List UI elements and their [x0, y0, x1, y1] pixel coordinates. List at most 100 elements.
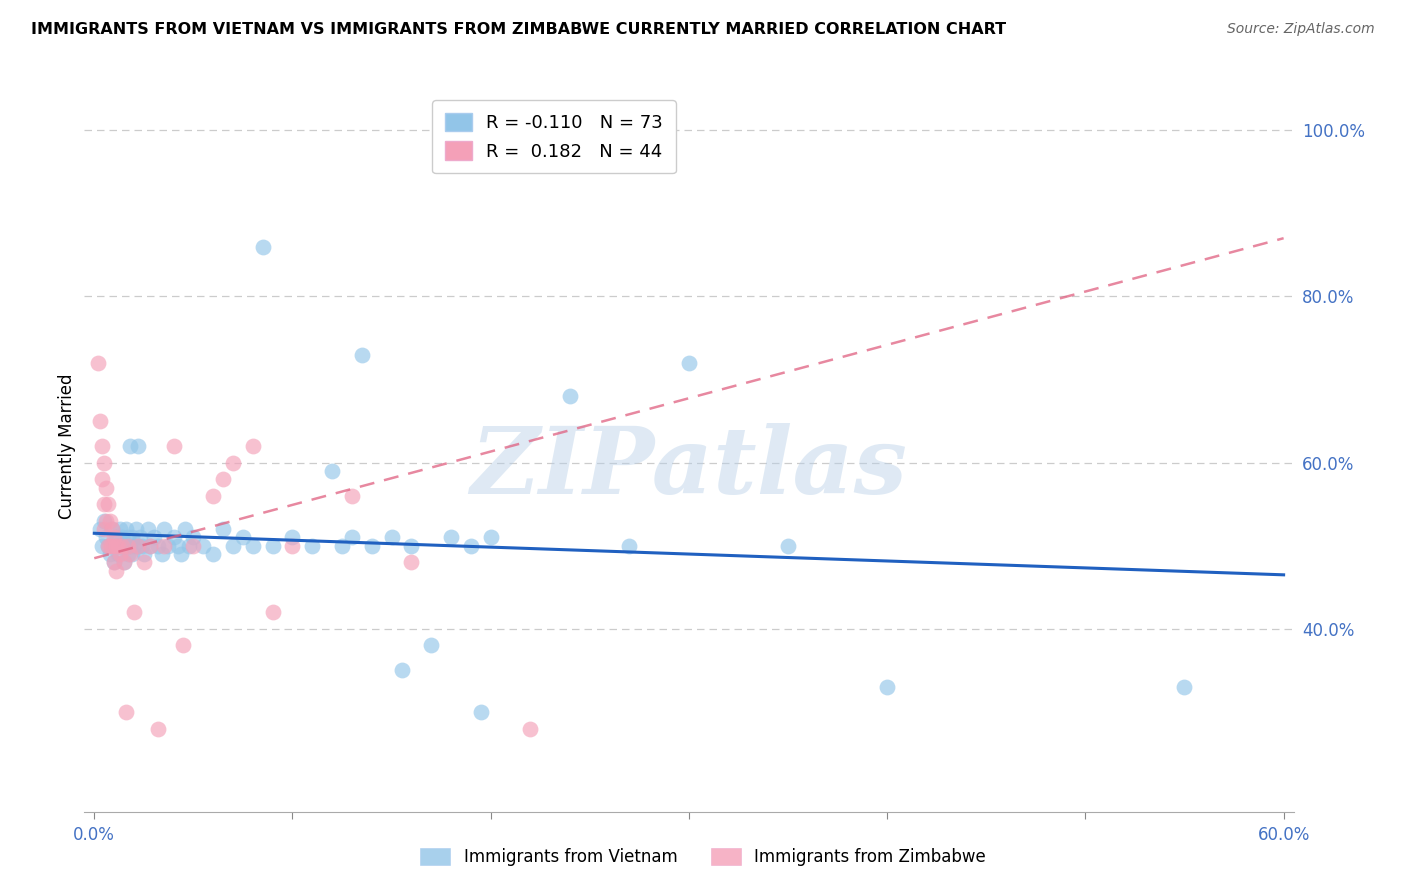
Point: [401, 539, 423, 553]
Point: [108, 547, 131, 561]
Point: [121, 547, 143, 561]
Point: [132, 547, 155, 561]
Point: [101, 522, 124, 536]
Point: [97, 539, 120, 553]
Point: [252, 239, 274, 253]
Point: [170, 547, 193, 561]
Point: [350, 348, 373, 362]
Point: [111, 530, 134, 544]
Point: [222, 456, 245, 470]
Point: [118, 439, 141, 453]
Point: [262, 539, 284, 553]
Point: [127, 539, 149, 553]
Point: [122, 539, 145, 553]
Point: [519, 722, 541, 736]
Point: [183, 539, 205, 553]
Point: [212, 522, 235, 536]
Point: [262, 605, 284, 619]
Point: [117, 547, 139, 561]
Point: [202, 489, 225, 503]
Point: [1173, 680, 1195, 694]
Point: [127, 439, 149, 453]
Point: [183, 530, 205, 544]
Point: [401, 555, 423, 569]
Point: [678, 356, 700, 370]
Point: [89, 414, 111, 428]
Point: [91, 472, 114, 486]
Point: [121, 530, 143, 544]
Point: [108, 522, 131, 536]
Point: [619, 539, 641, 553]
Point: [281, 539, 304, 553]
Point: [152, 522, 174, 536]
Point: [360, 539, 382, 553]
Point: [146, 722, 169, 736]
Point: [460, 539, 482, 553]
Point: [103, 539, 125, 553]
Point: [96, 514, 118, 528]
Point: [103, 555, 125, 569]
Point: [93, 514, 115, 528]
Point: [150, 547, 173, 561]
Point: [107, 539, 129, 553]
Text: Source: ZipAtlas.com: Source: ZipAtlas.com: [1227, 22, 1375, 37]
Point: [381, 530, 404, 544]
Point: [96, 481, 118, 495]
Point: [115, 705, 138, 719]
Point: [202, 547, 225, 561]
Legend: R = -0.110   N = 73, R =  0.182   N = 44: R = -0.110 N = 73, R = 0.182 N = 44: [432, 100, 675, 173]
Point: [91, 539, 114, 553]
Y-axis label: Currently Married: Currently Married: [58, 373, 76, 519]
Point: [98, 539, 121, 553]
Point: [142, 530, 165, 544]
Point: [391, 664, 413, 678]
Point: [139, 539, 162, 553]
Point: [98, 547, 121, 561]
Point: [470, 705, 492, 719]
Point: [93, 456, 115, 470]
Point: [242, 539, 264, 553]
Point: [136, 522, 159, 536]
Point: [166, 539, 188, 553]
Point: [212, 472, 235, 486]
Point: [107, 539, 129, 553]
Point: [96, 530, 118, 544]
Point: [111, 539, 134, 553]
Point: [118, 539, 141, 553]
Point: [128, 530, 150, 544]
Point: [193, 539, 215, 553]
Point: [87, 356, 110, 370]
Point: [93, 497, 115, 511]
Point: [115, 539, 138, 553]
Point: [97, 539, 120, 553]
Point: [91, 439, 114, 453]
Point: [108, 539, 131, 553]
Point: [146, 539, 169, 553]
Point: [232, 530, 254, 544]
Point: [776, 539, 799, 553]
Point: [101, 539, 124, 553]
Point: [105, 564, 128, 578]
Point: [117, 539, 139, 553]
Point: [330, 539, 353, 553]
Point: [89, 522, 111, 536]
Point: [131, 539, 153, 553]
Point: [340, 530, 363, 544]
Point: [479, 530, 502, 544]
Point: [876, 680, 898, 694]
Point: [162, 530, 184, 544]
Point: [93, 522, 115, 536]
Text: IMMIGRANTS FROM VIETNAM VS IMMIGRANTS FROM ZIMBABWE CURRENTLY MARRIED CORRELATIO: IMMIGRANTS FROM VIETNAM VS IMMIGRANTS FR…: [31, 22, 1007, 37]
Point: [103, 555, 125, 569]
Point: [112, 539, 135, 553]
Point: [107, 547, 129, 561]
Point: [281, 530, 304, 544]
Point: [172, 639, 194, 653]
Point: [97, 497, 120, 511]
Point: [103, 530, 125, 544]
Point: [301, 539, 323, 553]
Point: [101, 522, 124, 536]
Point: [222, 539, 245, 553]
Point: [242, 439, 264, 453]
Text: ZIPatlas: ZIPatlas: [471, 423, 907, 513]
